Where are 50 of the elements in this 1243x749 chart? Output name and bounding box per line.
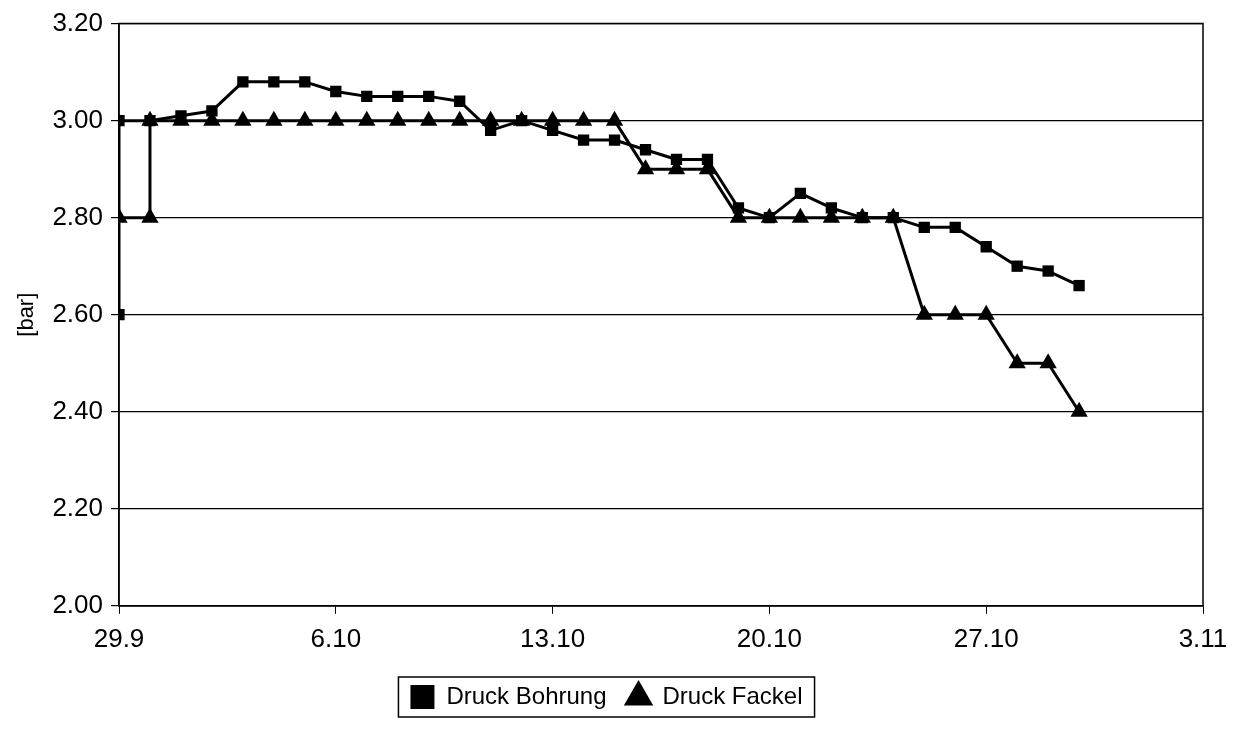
point	[949, 221, 961, 234]
point	[392, 90, 404, 103]
point	[670, 153, 683, 166]
point	[330, 85, 342, 98]
y-tick-label: 2.20	[52, 491, 103, 522]
point	[546, 124, 559, 136]
point	[791, 207, 810, 223]
y-tick-label: 3.00	[52, 103, 103, 134]
point	[701, 153, 714, 166]
point	[977, 304, 995, 320]
point	[608, 134, 621, 146]
point	[485, 124, 497, 136]
legend-label: Druck Bohrung	[446, 681, 607, 709]
point	[794, 187, 807, 200]
x-tick-label: 29.9	[93, 622, 145, 653]
point	[237, 76, 249, 88]
point	[141, 207, 159, 223]
point	[1039, 353, 1057, 369]
x-tick-label: 20.10	[736, 622, 802, 653]
x-tick-label: 6.10	[310, 622, 362, 653]
point	[732, 202, 745, 214]
x-tick-label: 3.11	[1178, 622, 1228, 653]
y-tick-label: 3.20	[52, 6, 103, 37]
y-tick-label: 2.80	[52, 200, 103, 231]
point	[577, 134, 590, 146]
point	[454, 95, 466, 107]
point	[636, 159, 655, 175]
x-tick-label: 13.10	[520, 622, 586, 653]
point	[268, 76, 280, 88]
point	[980, 241, 992, 253]
point	[825, 202, 837, 214]
point	[1042, 265, 1054, 277]
point	[639, 144, 652, 156]
point	[918, 221, 930, 234]
point	[299, 76, 311, 88]
y-tick-label: 2.00	[52, 588, 103, 619]
point	[206, 105, 218, 117]
point	[1073, 279, 1085, 292]
point	[1070, 401, 1088, 417]
y-tick-label: 2.60	[52, 297, 103, 328]
point	[915, 304, 933, 320]
point	[1011, 260, 1023, 272]
legend-label: Druck Fackel	[662, 681, 803, 709]
point	[946, 304, 964, 320]
x-tick-label: 27.10	[953, 622, 1019, 653]
point	[423, 90, 435, 103]
y-tick-label: 2.40	[52, 394, 103, 425]
y-axis-title: [bar]	[13, 292, 39, 337]
point	[361, 90, 373, 103]
point	[1008, 353, 1026, 369]
